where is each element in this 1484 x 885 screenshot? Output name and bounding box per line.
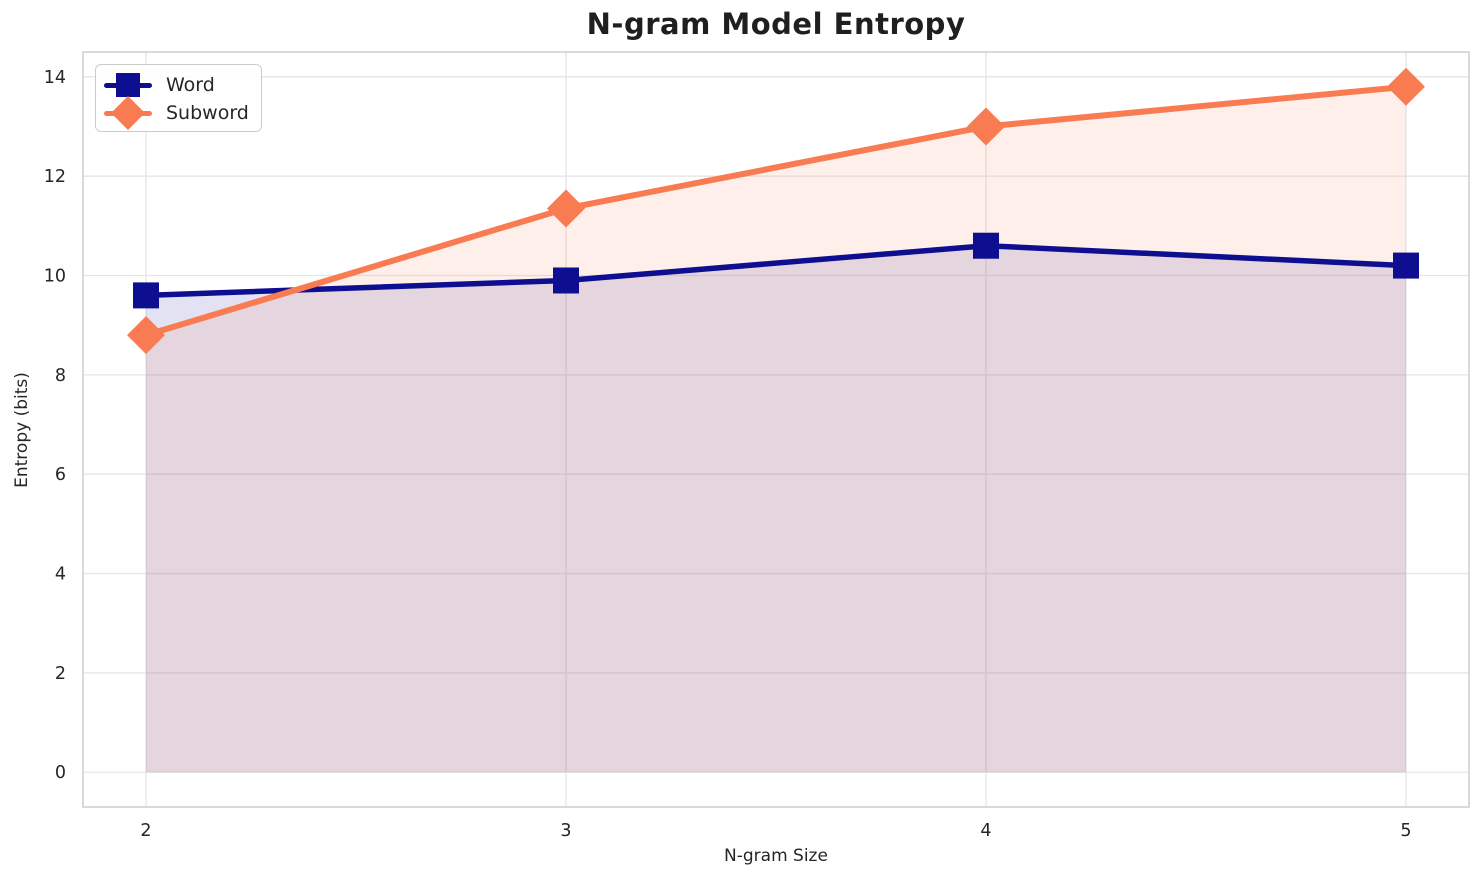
x-tick-label: 4 [980,821,991,841]
data-point-marker [553,267,579,294]
fill-area [146,245,1406,773]
y-tick-label: 2 [55,664,66,684]
y-axis-label: Entropy (bits) [12,372,32,488]
data-point-marker [133,282,159,309]
word-series-swatch [104,71,152,99]
fill-area [146,86,1406,773]
plot-frame [82,51,1470,808]
diamond-marker-icon [111,96,145,130]
series-line [143,83,1409,339]
y-tick-label: 10 [44,267,66,287]
data-point-marker [973,232,999,259]
y-tick-label: 6 [55,465,66,485]
y-tick-label: 4 [55,565,66,585]
legend-item-subword: Subword [104,96,249,130]
data-point-marker [967,107,1005,146]
subword-series-swatch [104,96,152,130]
legend: Word Subword [95,64,262,132]
data-point-marker [127,316,165,355]
data-point-marker [547,189,585,228]
square-marker-icon [116,73,140,97]
series-line [143,242,1409,299]
y-tick-label: 14 [44,68,66,88]
x-tick-label: 2 [140,821,151,841]
x-axis-label: N-gram Size [724,846,828,866]
data-point-marker [1387,67,1425,106]
legend-label-word: Word [166,74,215,96]
legend-item-word: Word [104,71,249,99]
y-tick-label: 12 [44,167,66,187]
y-tick-label: 0 [55,763,66,783]
legend-label-subword: Subword [166,102,249,124]
y-tick-label: 8 [55,366,66,386]
chart-title: N-gram Model Entropy [586,7,966,41]
x-tick-label: 5 [1400,821,1411,841]
x-tick-label: 3 [560,821,571,841]
data-point-marker [1393,252,1419,279]
